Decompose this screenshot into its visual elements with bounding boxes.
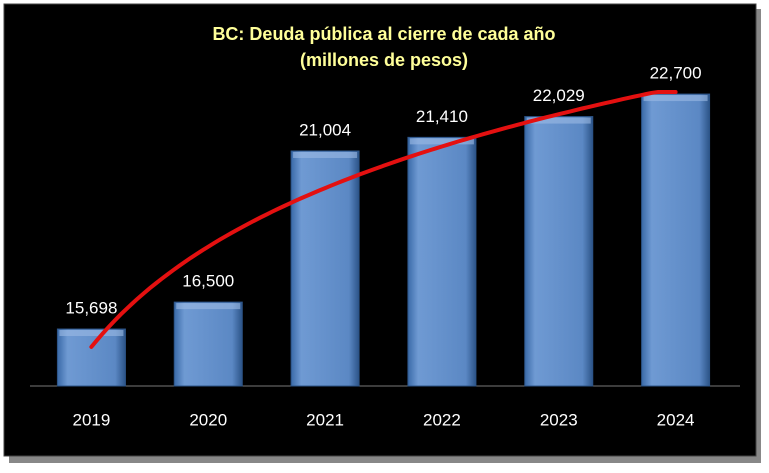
x-tick-label: 2020: [189, 410, 227, 429]
x-tick-label: 2022: [423, 410, 461, 429]
bar: [56, 328, 126, 387]
value-label: 21,410: [416, 107, 468, 126]
chart-title: BC: Deuda pública al cierre de cada año: [212, 24, 555, 44]
bar-bevel: [176, 303, 241, 310]
bar: [524, 116, 594, 387]
trend-line: [89, 90, 678, 349]
value-label: 15,698: [65, 299, 117, 318]
bar-bevel: [526, 117, 591, 124]
value-label: 21,004: [299, 120, 351, 139]
value-label: 22,029: [533, 86, 585, 105]
chart-area: [3, 3, 757, 457]
bar-bevel: [409, 138, 474, 145]
chart-subtitle: (millones de pesos): [300, 50, 468, 70]
x-tick-label: 2021: [306, 410, 344, 429]
bar: [173, 301, 243, 387]
bar-bevel: [643, 95, 708, 102]
value-label: 22,700: [650, 64, 702, 83]
bar-bevel: [293, 151, 358, 158]
bar: [641, 93, 711, 387]
x-tick-label: 2023: [540, 410, 578, 429]
value-label: 16,500: [182, 272, 234, 291]
x-tick-label: 2024: [657, 410, 695, 429]
bar-bevel: [59, 330, 124, 337]
bar: [407, 136, 477, 387]
x-tick-label: 2019: [73, 410, 111, 429]
